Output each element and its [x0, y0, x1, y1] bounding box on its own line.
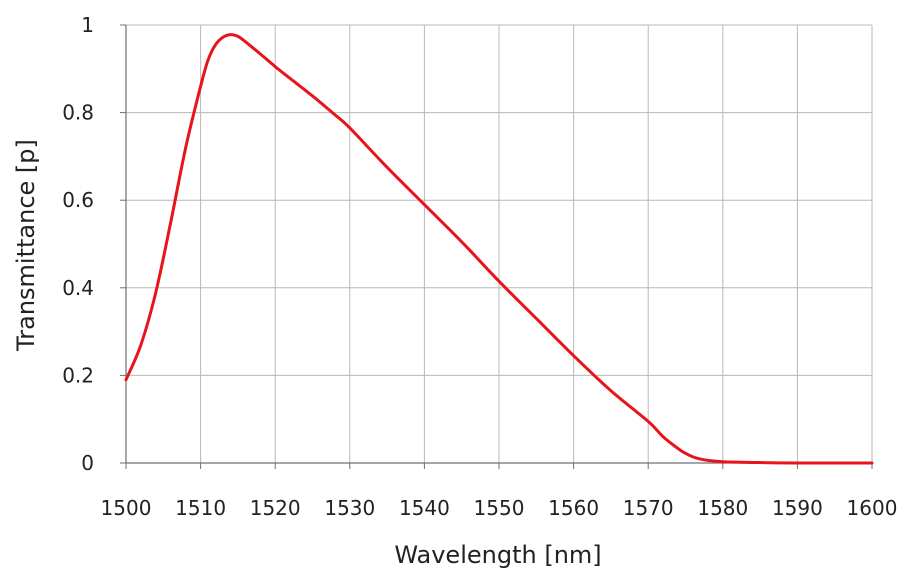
y-tick-label: 1: [81, 13, 94, 37]
x-tick-label: 1540: [399, 496, 450, 520]
y-tick-label: 0.2: [62, 363, 94, 387]
y-tick-label: 0: [81, 451, 94, 475]
x-tick-label: 1560: [548, 496, 599, 520]
y-axis-title: Transmittance [p]: [12, 139, 40, 352]
x-tick-label: 1570: [623, 496, 674, 520]
x-tick-label: 1580: [697, 496, 748, 520]
x-tick-label: 1590: [772, 496, 823, 520]
tick-labels: 1500 1510 1520 1530 1540 1550 1560 1570 1580 1590…: [62, 13, 897, 520]
series-layer: [124, 33, 874, 465]
x-tick-label: 1530: [324, 496, 375, 520]
y-tick-label: 0.4: [62, 276, 94, 300]
x-tick-label: 1550: [474, 496, 525, 520]
x-tick-label: 1600: [847, 496, 898, 520]
y-tick-label: 0.8: [62, 101, 94, 125]
grid: [126, 24, 873, 463]
axes: [120, 24, 873, 469]
x-tick-label: 1500: [101, 496, 152, 520]
x-tick-label: 1510: [175, 496, 226, 520]
series-line: [124, 33, 874, 465]
x-tick-label: 1520: [250, 496, 301, 520]
y-tick-label: 0.6: [62, 188, 94, 212]
x-axis-title: Wavelength [nm]: [394, 541, 601, 569]
